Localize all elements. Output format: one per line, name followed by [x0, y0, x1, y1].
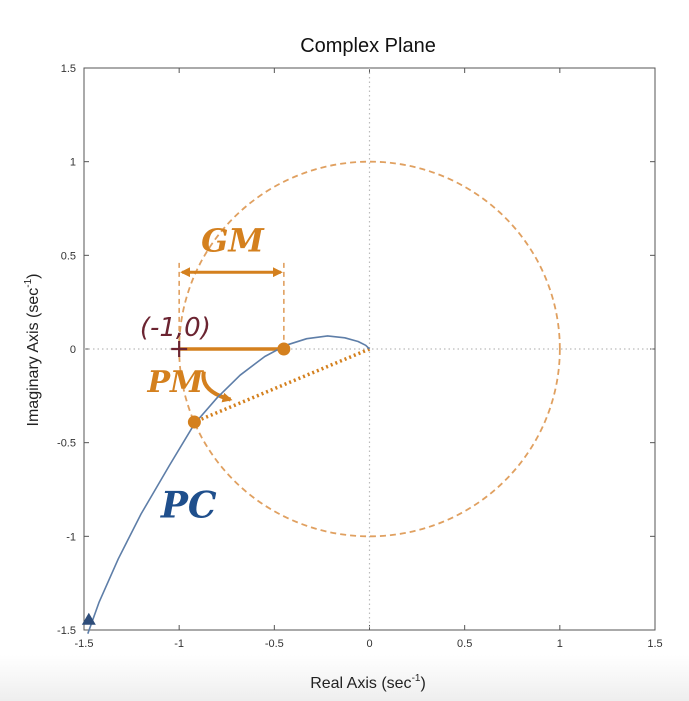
pm-arc-arrow [201, 371, 233, 403]
pc-label: PC [160, 485, 217, 527]
critical-point-label: (-1,0) [140, 313, 211, 343]
x-tick-label: -1 [174, 638, 184, 650]
phase-margin-ray [193, 347, 371, 424]
y-axis-label-main: Imaginary Axis (sec [25, 288, 42, 427]
y-axis-label-end: ) [25, 274, 42, 279]
x-axis-label-main: Real Axis (sec [310, 675, 411, 692]
annotations-group: (-1,0) GM PM PC [140, 222, 266, 527]
y-tick-label: 1.5 [61, 63, 76, 75]
x-axis-label-end: ) [420, 675, 425, 692]
series-group [81, 335, 371, 634]
gm-label: GM [201, 222, 265, 260]
y-axis-label-sup: -1 [23, 278, 34, 287]
bottom-shade [0, 655, 689, 701]
x-tick-label: 1.5 [647, 638, 662, 650]
y-tick-label: 0 [70, 344, 76, 356]
polar-curve [87, 335, 371, 634]
gain-crossover-dot [277, 342, 291, 356]
phase-crossover-dot [187, 415, 201, 429]
x-axis-label-sup: -1 [412, 673, 421, 684]
y-tick-label: -0.5 [57, 438, 76, 450]
x-axis-label: Real Axis (sec-1) [310, 673, 426, 692]
chart-title: Complex Plane [300, 35, 436, 57]
x-tick-label: 0.5 [457, 638, 472, 650]
x-tick-label: 1 [557, 638, 563, 650]
curve-direction-arrowhead [81, 612, 96, 625]
y-tick-label: -1.5 [57, 625, 76, 637]
pm-label: PM [146, 365, 204, 400]
x-tick-label: -1.5 [75, 638, 94, 650]
x-tick-label: 0 [366, 638, 372, 650]
ticks-group: -1.5 -1 -0.5 0 0.5 1 1.5 -1.5 -1 -0.5 0 0.5 1 1.5 [57, 63, 663, 650]
y-tick-label: 1 [70, 157, 76, 169]
y-tick-label: -1 [66, 531, 76, 543]
y-tick-label: 0.5 [61, 250, 76, 262]
x-tick-label: -0.5 [265, 638, 284, 650]
y-axis-label: Imaginary Axis (sec-1) [23, 274, 42, 427]
